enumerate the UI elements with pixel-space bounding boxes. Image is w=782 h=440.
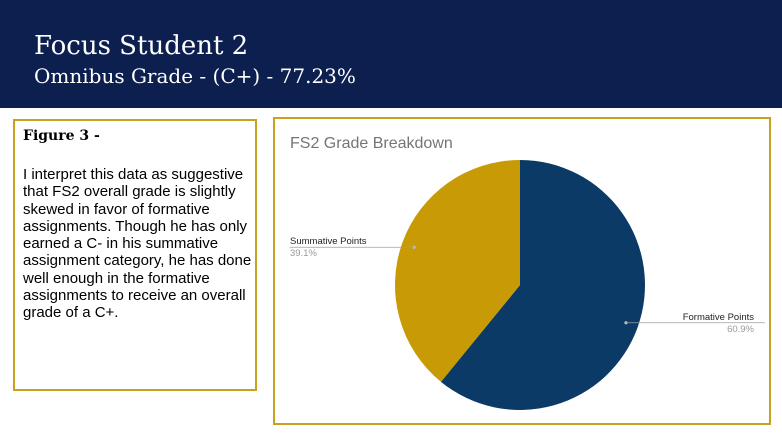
figure-heading: Figure 3 - bbox=[23, 128, 100, 144]
pie-chart-box: FS2 Grade Breakdown Formative Points 60.9… bbox=[273, 117, 771, 425]
slide-title: Focus Student 2 bbox=[34, 31, 249, 61]
leader-dot-formative bbox=[624, 321, 628, 325]
slide-subtitle: Omnibus Grade - (C+) - 77.23% bbox=[34, 64, 356, 88]
pie-slice-summative[interactable] bbox=[394, 160, 520, 382]
slide-header: Focus Student 2 Omnibus Grade - (C+) - 7… bbox=[0, 0, 782, 108]
slice-percent-formative: 60.9% bbox=[727, 324, 754, 335]
slice-label-summative: Summative Points bbox=[290, 236, 367, 247]
pie-slices bbox=[394, 160, 645, 410]
slice-label-formative: Formative Points bbox=[683, 312, 755, 323]
pie-slice-formative[interactable] bbox=[440, 160, 645, 410]
figure-description: I interpret this data as suggestive that… bbox=[23, 166, 252, 322]
chart-title: FS2 Grade Breakdown bbox=[290, 135, 453, 152]
pie-chart: FS2 Grade Breakdown Formative Points60.9… bbox=[290, 135, 765, 410]
slice-percent-summative: 39.1% bbox=[290, 248, 317, 259]
figure-text-box: Figure 3 - I interpret this data as sugg… bbox=[13, 119, 257, 391]
